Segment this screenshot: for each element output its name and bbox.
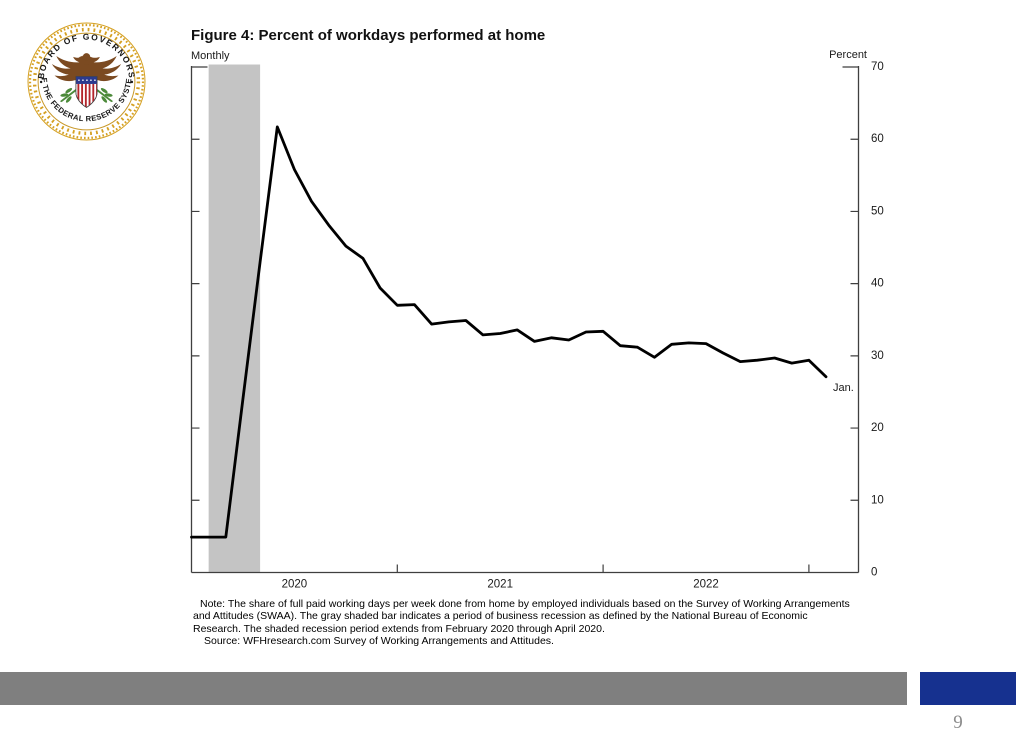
end-month-label: Jan.	[833, 382, 854, 394]
seal-separator-dot	[39, 80, 43, 84]
recession-band	[208, 64, 261, 573]
footer-accent-block	[920, 672, 1016, 705]
x-year-label: 2021	[487, 579, 513, 591]
x-year-label: 2020	[282, 579, 308, 591]
note-line: Research. The shaded recession period ex…	[193, 622, 605, 635]
axes	[190, 66, 860, 574]
seal-outer-ring	[27, 22, 146, 141]
footer-gray-bar	[0, 672, 907, 705]
y-tick-label: 20	[871, 422, 884, 434]
frequency-label: Monthly	[191, 50, 230, 62]
y-tick-label: 0	[871, 567, 877, 579]
y-tick-label: 70	[871, 61, 884, 73]
note-source-line: Source: WFHresearch.com Survey of Workin…	[204, 635, 554, 648]
note-line: and Attitudes (SWAA). The gray shaded ba…	[193, 610, 808, 623]
figure-title: Figure 4: Percent of workdays performed …	[191, 27, 546, 44]
seal-branch-left-icon	[59, 88, 77, 103]
y-tick-label: 30	[871, 350, 884, 362]
seal-separator-dot	[130, 80, 134, 84]
unit-label: Percent	[829, 49, 867, 61]
note-line: Note: The share of full paid working day…	[200, 598, 850, 610]
seal-shield-icon	[75, 76, 98, 108]
y-tick-label: 40	[871, 278, 884, 290]
seal-dot-ring	[32, 27, 141, 136]
x-year-label: 2022	[693, 579, 719, 591]
federal-reserve-seal-icon: BOARD OF GOVERNORS OF THE FEDERAL RESERV…	[26, 21, 146, 141]
figure-note: Note: The share of full paid working day…	[193, 598, 883, 648]
wfh-series-line	[190, 125, 828, 539]
seal-branch-right-leaves	[100, 87, 113, 103]
y-tick-label: 10	[871, 494, 884, 506]
y-tick-label: 60	[871, 133, 884, 145]
y-tick-label: 50	[871, 205, 884, 217]
seal-branch-left-leaves	[60, 87, 73, 103]
seal-inner-ring	[37, 32, 136, 131]
seal-branch-right-icon	[96, 88, 114, 103]
page-number: 9	[953, 712, 963, 733]
seal-serrated-edge	[28, 23, 145, 140]
